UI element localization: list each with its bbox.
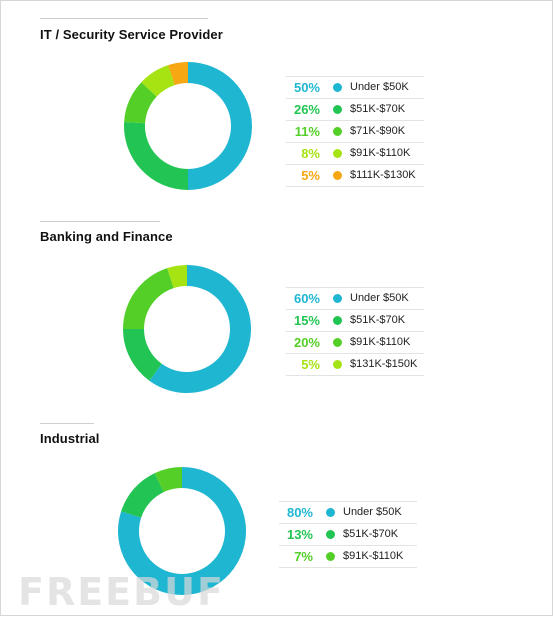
legend-dot-icon xyxy=(333,316,342,325)
legend-label: $51K-$70K xyxy=(350,314,406,326)
legend-percent: 15% xyxy=(293,313,320,328)
legend-row: 80% Under $50K xyxy=(279,501,417,524)
legend-row: 26% $51K-$70K xyxy=(286,99,424,121)
section-divider xyxy=(40,423,94,424)
chart-legend: 50% Under $50K 26% $51K-$70K 11% $71K-$90K 8% $… xyxy=(286,76,424,187)
section-divider xyxy=(40,221,160,222)
donut-slice xyxy=(154,467,182,493)
legend-label: $91K-$110K xyxy=(343,550,404,562)
legend-row: 5% $131K-$150K xyxy=(286,354,424,376)
legend-dot-icon xyxy=(333,360,342,369)
legend-row: 5% $111K-$130K xyxy=(286,165,424,187)
legend-row: 7% $91K-$110K xyxy=(279,546,417,568)
legend-percent: 5% xyxy=(301,168,320,183)
legend-dot-icon xyxy=(333,105,342,114)
legend-dot-icon xyxy=(326,508,335,517)
legend-percent: 80% xyxy=(286,505,313,520)
chart-legend: 80% Under $50K 13% $51K-$70K 7% $91K-$110K xyxy=(279,501,417,568)
legend-dot-icon xyxy=(326,552,335,561)
legend-percent: 60% xyxy=(293,291,320,306)
legend-row: 60% Under $50K xyxy=(286,287,424,310)
donut-slice xyxy=(168,62,188,86)
legend-percent: 8% xyxy=(301,146,320,161)
donut-slice xyxy=(141,65,175,97)
donut-slice xyxy=(123,268,174,329)
legend-row: 11% $71K-$90K xyxy=(286,121,424,143)
legend-label: Under $50K xyxy=(350,81,409,93)
legend-label: $91K-$110K xyxy=(350,336,411,348)
legend-row: 20% $91K-$110K xyxy=(286,332,424,354)
legend-dot-icon xyxy=(326,530,335,539)
donut-chart xyxy=(123,265,251,393)
donut-chart xyxy=(124,62,252,190)
donut-slice xyxy=(123,329,162,381)
legend-label: Under $50K xyxy=(343,506,402,518)
donut-slice xyxy=(124,82,157,124)
legend-label: $91K-$110K xyxy=(350,147,411,159)
chart-legend: 60% Under $50K 15% $51K-$70K 20% $91K-$110K 5%… xyxy=(286,287,424,376)
legend-label: $131K-$150K xyxy=(350,358,418,370)
legend-dot-icon xyxy=(333,338,342,347)
legend-label: $111K-$130K xyxy=(350,169,416,181)
chart-title: Industrial xyxy=(40,431,100,446)
donut-slice xyxy=(117,467,246,595)
legend-percent: 26% xyxy=(293,102,320,117)
section-divider xyxy=(40,18,208,19)
watermark-logo: FREEBUF xyxy=(18,570,225,614)
legend-dot-icon xyxy=(333,171,342,180)
legend-percent: 13% xyxy=(286,527,313,542)
donut-slice xyxy=(121,473,164,518)
legend-label: Under $50K xyxy=(350,292,409,304)
legend-percent: 11% xyxy=(294,124,320,139)
donut-slice xyxy=(124,121,188,190)
legend-row: 50% Under $50K xyxy=(286,76,424,99)
legend-row: 15% $51K-$70K xyxy=(286,310,424,332)
legend-dot-icon xyxy=(333,149,342,158)
legend-percent: 20% xyxy=(293,335,320,350)
legend-label: $51K-$70K xyxy=(343,528,399,540)
donut-slice xyxy=(167,265,187,289)
chart-title: IT / Security Service Provider xyxy=(40,27,223,42)
chart-title: Banking and Finance xyxy=(40,229,173,244)
legend-label: $71K-$90K xyxy=(350,125,406,137)
legend-dot-icon xyxy=(333,127,342,136)
legend-row: 13% $51K-$70K xyxy=(279,524,417,546)
legend-label: $51K-$70K xyxy=(350,103,406,115)
donut-chart xyxy=(117,467,246,595)
donut-slice xyxy=(149,265,251,393)
legend-percent: 7% xyxy=(294,549,313,564)
legend-row: 8% $91K-$110K xyxy=(286,143,424,165)
donut-slice xyxy=(188,62,252,190)
legend-dot-icon xyxy=(333,294,342,303)
legend-percent: 50% xyxy=(293,80,320,95)
legend-percent: 5% xyxy=(301,357,320,372)
legend-dot-icon xyxy=(333,83,342,92)
